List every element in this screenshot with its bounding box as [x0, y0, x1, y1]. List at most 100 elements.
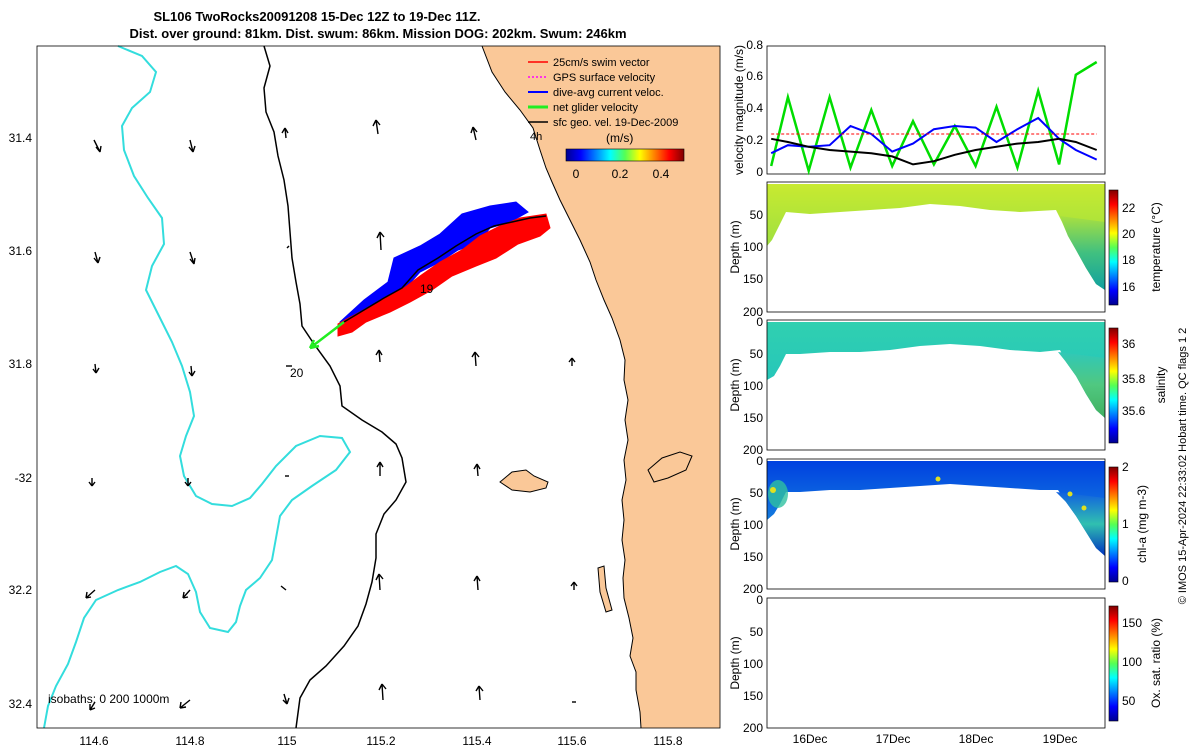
salinity-axes: [766, 319, 1106, 451]
land-mass: [482, 46, 720, 728]
colorbar-tick: 150: [1122, 616, 1142, 630]
colorbar-tick: 0: [573, 167, 580, 181]
temperature-deep-front: [1060, 216, 1105, 290]
legend-sfc-geo-vel: sfc geo. vel. 19-Dec-2009: [553, 117, 678, 129]
salinity-colorbar-label: salinity: [1154, 367, 1168, 404]
oxygen-panel: 0 50 100 150 200 Depth (m) 50 100 150 Ox…: [728, 593, 1163, 746]
velocity-arrow: [568, 357, 576, 366]
map-colorbar: [565, 148, 685, 162]
velocity-arrow: [470, 126, 478, 141]
velocity-arrow: [280, 585, 287, 591]
map-x-tick: 115: [277, 734, 296, 748]
temperature-axes: [766, 181, 1106, 313]
depth-label: Depth (m): [728, 636, 742, 689]
net-glider-velocity-arrow: [308, 321, 345, 350]
colorbar-tick: 100: [1122, 655, 1142, 669]
velocity-y-tick: 0: [756, 165, 763, 179]
velocity-arrow: [184, 478, 192, 487]
colorbar-tick: 0: [1122, 574, 1129, 588]
depth-tick: 150: [743, 411, 763, 425]
legend-dive-avg-current: dive-avg current veloc.: [553, 87, 664, 99]
colorbar-tick: 0.4: [653, 167, 670, 181]
isobaths-note: isobaths: 0 200 1000m: [48, 692, 169, 706]
oxygen-colorbar-label: Ox. sat. ratio (%): [1149, 618, 1163, 708]
colorbar-tick: 0.2: [612, 167, 629, 181]
depth-tick: 100: [743, 518, 763, 532]
map-y-tick: 32.4: [9, 697, 33, 711]
chl-a-panel: 0 50 100 150 200 Depth (m) 0 1 2 chl-a (…: [728, 454, 1149, 596]
depth-tick: 50: [750, 208, 764, 222]
velocity-arrow: [188, 365, 196, 377]
chl-a-high-point: [1067, 491, 1073, 497]
colorbar-tick: 1: [1122, 517, 1129, 531]
map-y-tick: -32: [15, 471, 33, 485]
depth-tick: 200: [743, 721, 763, 735]
map-panel: 19 20 25cm/s swim vector GPS surface vel…: [9, 45, 721, 748]
depth-tick: 100: [743, 379, 763, 393]
velocity-arrow: [92, 363, 100, 374]
depth-tick: 100: [743, 657, 763, 671]
chl-a-high-point: [935, 476, 941, 482]
depth-tick: 50: [750, 486, 764, 500]
velocity-arrow: [182, 589, 191, 599]
chl-a-high-point: [1081, 505, 1087, 511]
depth-tick: 50: [750, 625, 764, 639]
colorbar-tick: 35.6: [1122, 404, 1146, 418]
imos-credit: © IMOS 15-Apr-2024 22:33:02 Hobart time.…: [1177, 328, 1189, 605]
velocity-arrow: [188, 139, 196, 153]
velocity-y-tick: 0.6: [746, 69, 763, 83]
velocity-arrow: [93, 251, 101, 264]
island: [647, 451, 693, 483]
velocity-arrow: [286, 245, 290, 249]
velocity-series-line: [771, 137, 1098, 166]
map-x-tick: 115.4: [462, 734, 491, 748]
isobath-200m: [263, 45, 407, 729]
map-legend: 25cm/s swim vector GPS surface velocity …: [528, 57, 685, 181]
chl-a-deep-front: [1056, 492, 1105, 556]
island: [597, 565, 613, 613]
legend-gps-velocity: GPS surface velocity: [553, 72, 656, 84]
velocity-arrow: [378, 683, 387, 701]
glider-track: [343, 215, 547, 323]
legend-swim-vector: 25cm/s swim vector: [553, 57, 650, 69]
velocity-arrow: [376, 461, 384, 476]
depth-tick: 150: [743, 272, 763, 286]
velocity-arrow: [473, 463, 481, 477]
isobath-0m: [481, 45, 642, 729]
figure-title-line2: Dist. over ground: 81km. Dist. swum: 86k…: [129, 26, 626, 41]
velocity-arrow: [375, 573, 384, 591]
velocity-arrow: [88, 478, 96, 487]
colorbar-tick: 16: [1122, 280, 1136, 294]
temperature-panel: 50 100 150 200 Depth (m) 16 18 20 22 tem…: [728, 181, 1163, 319]
time-tick: 18Dec: [959, 732, 994, 746]
colorbar-tick: 35.8: [1122, 372, 1146, 386]
map-x-tick: 114.8: [175, 734, 204, 748]
chl-a-section: [767, 461, 1105, 556]
velocity-y-tick: 0.2: [746, 133, 763, 147]
colorbar-tick: 22: [1122, 201, 1136, 215]
map-y-tick: 31.6: [9, 244, 33, 258]
salinity-colorbar: [1108, 327, 1119, 444]
chl-a-patch: [768, 480, 788, 508]
salinity-deep-front: [1058, 352, 1105, 418]
colorbar-tick: 20: [1122, 227, 1136, 241]
temperature-section: [767, 184, 1105, 290]
velocity-series: [769, 60, 1098, 176]
map-y-tick: 32.2: [9, 583, 33, 597]
depth-tick: 0: [756, 315, 763, 329]
legend-4h-label: 4h: [530, 131, 542, 143]
chl-a-high-point: [770, 487, 776, 493]
velocity-arrow: [471, 351, 480, 367]
map-y-tick: 31.8: [9, 357, 33, 371]
velocity-arrow: [475, 685, 484, 701]
velocity-arrow: [93, 139, 102, 153]
velocity-arrow: [282, 693, 290, 705]
velocity-y-tick: 0.8: [746, 38, 763, 52]
time-tick: 19Dec: [1043, 732, 1078, 746]
velocity-arrow: [375, 349, 383, 363]
depth-label: Depth (m): [728, 220, 742, 273]
velocity-axes: [766, 45, 1106, 175]
map-x-tick: 114.6: [79, 734, 108, 748]
map-axes: [36, 45, 721, 729]
temperature-colorbar-label: temperature (°C): [1149, 202, 1163, 292]
